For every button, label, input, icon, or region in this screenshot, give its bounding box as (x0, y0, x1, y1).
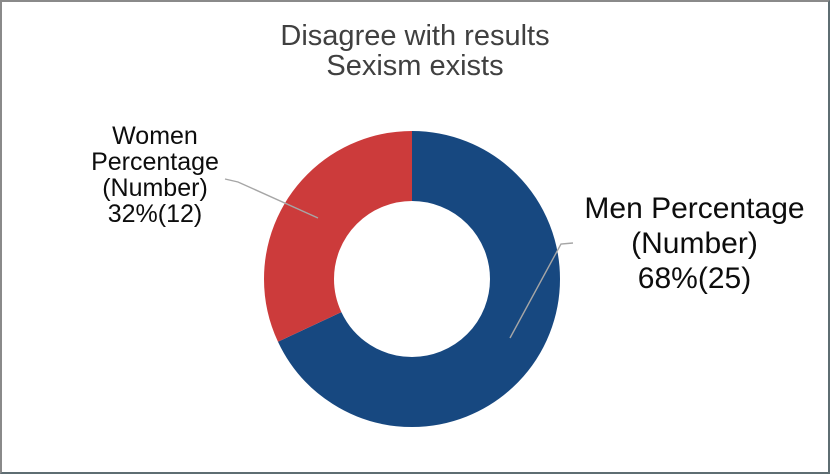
chart-title: Disagree with results Sexism exists (2, 21, 828, 81)
data-label-women-line2: Percentage (91, 148, 219, 176)
donut-slices (264, 131, 560, 427)
donut-slice-women (264, 131, 560, 427)
leader-line-men (509, 242, 574, 339)
chart-title-line1: Disagree with results (280, 20, 550, 52)
data-label-women-line3: (Number) (102, 174, 208, 202)
data-label-men-value: 68%(25) (637, 262, 752, 295)
data-label-men: Men Percentage (Number) 68%(25) (552, 191, 828, 296)
chart-title-line2: Sexism exists (326, 50, 504, 82)
data-label-women-value: 32%(12) (107, 200, 203, 228)
leader-line-women (224, 178, 319, 219)
data-label-women-line1: Women (112, 122, 198, 150)
data-label-men-line1: Men Percentage (584, 192, 805, 225)
data-label-women: Women Percentage (Number) 32%(12) (35, 123, 275, 227)
data-label-men-line2: (Number) (631, 227, 758, 260)
